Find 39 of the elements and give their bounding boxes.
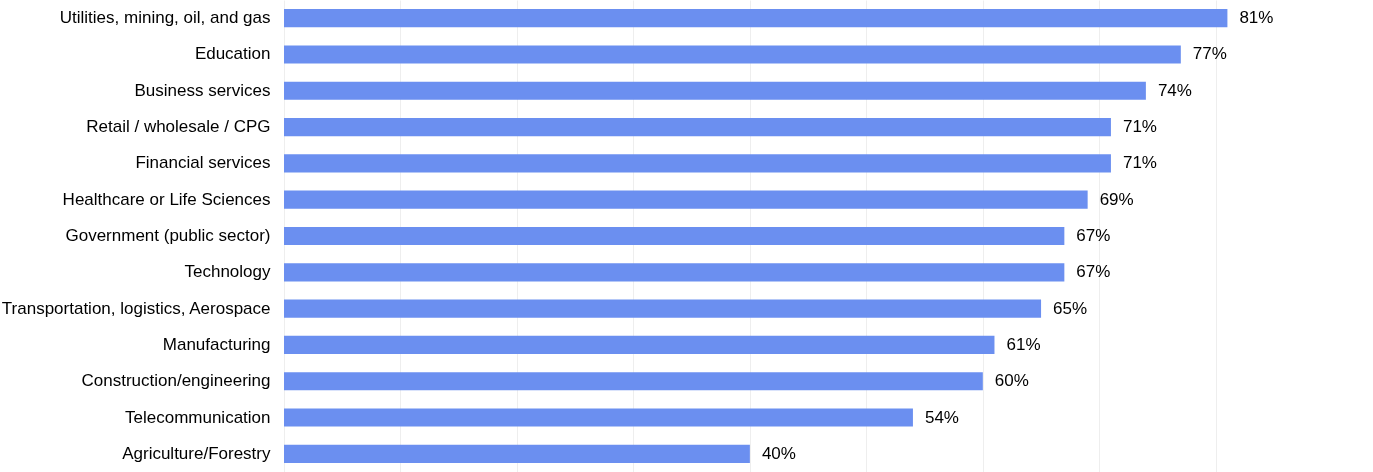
bar [284, 118, 1111, 137]
bar [284, 154, 1111, 173]
data-label: 71% [1122, 117, 1157, 137]
y-tick-label: Government (public sector) [65, 226, 271, 245]
bar [284, 9, 1228, 28]
data-label: 71% [1122, 153, 1157, 173]
data-label: 81% [1239, 8, 1274, 28]
y-tick-label: Manufacturing [162, 334, 271, 354]
data-label: 61% [1006, 334, 1041, 354]
y-tick-label: Education [194, 44, 271, 64]
bar [284, 226, 1065, 246]
data-label: 77% [1192, 44, 1227, 64]
data-label: 74% [1157, 80, 1192, 100]
bar [284, 372, 983, 391]
bar [284, 263, 1065, 282]
data-label: 67% [1076, 262, 1111, 282]
y-tick-label: Financial services [135, 153, 271, 173]
data-label: 69% [1099, 189, 1134, 209]
bar [284, 299, 1042, 318]
y-tick-label: Healthcare or Life Sciences [62, 189, 271, 209]
bar [284, 45, 1181, 64]
y-tick-label: Utilities, mining, oil, and gas [59, 8, 271, 28]
bar [284, 190, 1088, 209]
bar [284, 408, 913, 427]
y-tick-label: Agriculture/Forestry [122, 443, 271, 463]
y-tick-label: Construction/engineering [81, 371, 271, 391]
y-tick-label: Telecommunication [124, 407, 271, 427]
y-tick-label: Retail / wholesale / CPG [86, 117, 271, 137]
y-tick-label: Business services [134, 80, 271, 100]
data-label: 65% [1053, 298, 1088, 318]
bar [284, 81, 1146, 100]
bar [284, 335, 995, 354]
bar [284, 444, 750, 463]
data-label: 54% [924, 407, 959, 427]
y-tick-label: Technology [184, 262, 271, 282]
data-label: 67% [1076, 226, 1111, 245]
data-label: 40% [761, 443, 796, 463]
y-tick-label: Transportation, logistics, Aerospace [1, 298, 271, 318]
data-label: 60% [994, 371, 1029, 391]
